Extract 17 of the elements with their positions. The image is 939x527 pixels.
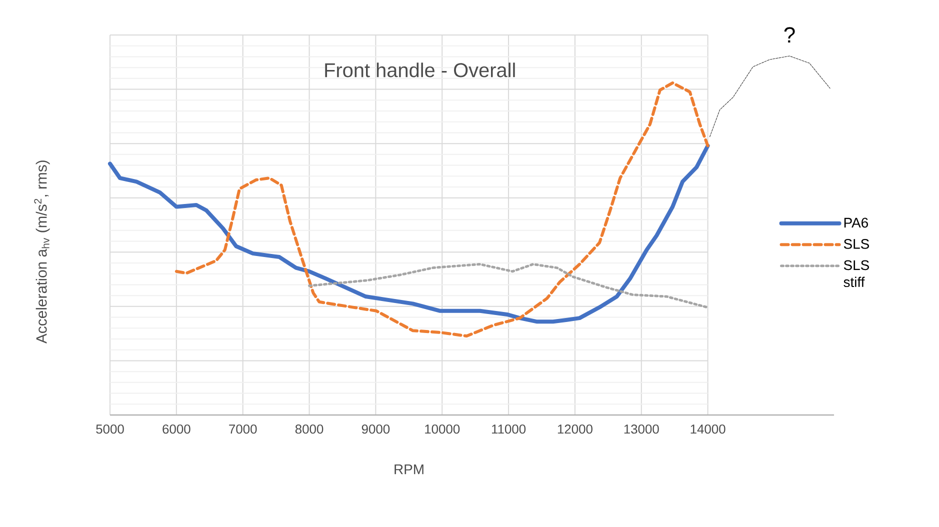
x-tick-label: 14000 — [690, 424, 726, 434]
x-axis-title: RPM — [394, 464, 424, 474]
x-tick-label: 11000 — [492, 424, 526, 434]
x-tick-label: 10000 — [425, 424, 460, 434]
x-tick-label: 6000 — [162, 424, 190, 434]
x-tick-label: 13000 — [624, 424, 659, 434]
x-tick-label: 5000 — [96, 424, 124, 434]
legend-label: SLS stiff — [844, 260, 869, 288]
legend-label: PA6 — [844, 218, 868, 228]
x-tick-label: 12000 — [558, 424, 592, 434]
legend-label: SLS — [844, 238, 869, 249]
x-tick-label: 7000 — [229, 424, 257, 434]
text: ? — [784, 27, 795, 42]
y-axis-title: Acceleration a$_{hv}$ (m/s$^{2}$, rms) — [34, 160, 50, 344]
x-tick-label: 9000 — [362, 424, 390, 434]
chart-title: Front handle - Overall — [325, 62, 515, 78]
x-tick-label: 8000 — [295, 424, 324, 434]
